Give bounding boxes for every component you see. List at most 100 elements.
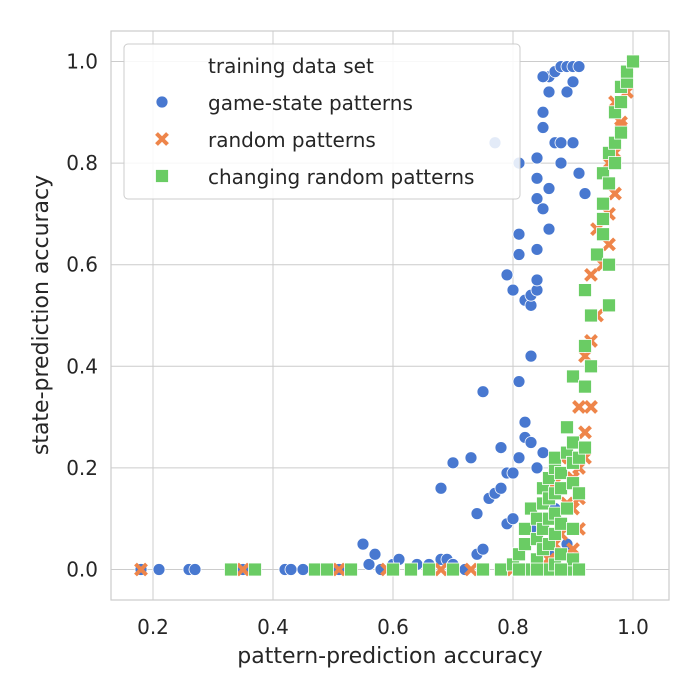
data-point <box>554 466 568 480</box>
legend-entry-label: random patterns <box>208 128 376 152</box>
x-tick-label: 0.8 <box>497 615 529 639</box>
data-point <box>530 461 544 475</box>
data-point <box>572 400 586 414</box>
data-point <box>332 562 346 577</box>
data-point <box>554 481 568 496</box>
y-tick-label: 1.0 <box>66 49 98 73</box>
data-point <box>554 136 568 150</box>
data-point <box>578 425 592 440</box>
data-point <box>236 562 250 577</box>
y-tick-label: 0.0 <box>66 558 98 582</box>
data-point <box>464 562 478 577</box>
data-point <box>578 379 592 394</box>
data-point <box>284 563 298 576</box>
data-point <box>512 451 526 465</box>
data-point <box>548 450 562 465</box>
data-point <box>356 537 370 551</box>
data-point <box>584 359 598 374</box>
data-point <box>578 339 592 353</box>
data-point <box>434 481 448 495</box>
legend-entry-label: game-state patterns <box>208 91 413 115</box>
y-tick-label: 0.8 <box>66 151 98 175</box>
data-point <box>500 268 514 282</box>
data-point <box>506 283 520 297</box>
y-tick-label: 0.4 <box>66 354 98 378</box>
data-point <box>470 507 484 521</box>
data-point <box>572 562 586 577</box>
data-point <box>446 456 460 470</box>
y-tick-label: 0.6 <box>66 253 98 277</box>
data-point <box>578 187 592 200</box>
data-point <box>494 481 508 495</box>
legend-marker <box>155 95 169 109</box>
data-point <box>584 267 598 282</box>
data-point <box>542 222 556 236</box>
data-point <box>536 446 550 460</box>
data-point <box>224 562 238 577</box>
data-point <box>320 562 334 577</box>
legend-marker <box>155 132 169 146</box>
data-point <box>602 176 616 191</box>
data-point <box>344 562 358 577</box>
data-point <box>464 451 478 465</box>
data-point <box>584 400 598 414</box>
data-point <box>614 125 628 140</box>
data-point <box>524 436 538 449</box>
data-point <box>308 562 322 577</box>
data-point <box>134 562 148 577</box>
data-point <box>542 85 556 99</box>
data-point <box>518 537 532 552</box>
y-axis-label: state-prediction accuracy <box>29 175 54 455</box>
legend: training data set game-state patterns ran… <box>123 43 521 200</box>
data-point <box>530 562 544 577</box>
legend-title: training data set <box>208 54 374 78</box>
data-point <box>572 166 586 180</box>
data-point <box>596 196 610 211</box>
data-point <box>602 298 616 313</box>
data-point <box>560 85 574 99</box>
data-point <box>554 562 568 577</box>
data-point <box>572 486 586 501</box>
data-point <box>578 440 592 455</box>
data-point <box>530 273 544 287</box>
data-point <box>188 563 202 576</box>
data-point <box>524 349 538 363</box>
data-point <box>296 563 310 576</box>
data-point <box>536 70 550 84</box>
data-point <box>476 542 490 556</box>
data-point <box>518 521 532 536</box>
data-point <box>248 562 262 577</box>
data-point <box>536 105 550 119</box>
data-point <box>446 562 460 577</box>
data-point <box>554 516 568 531</box>
y-tick-label: 0.2 <box>66 456 98 480</box>
data-point <box>506 512 520 526</box>
data-point <box>494 441 508 454</box>
data-point <box>512 562 526 577</box>
data-point <box>554 156 568 170</box>
data-point <box>566 136 580 150</box>
data-point <box>602 257 616 272</box>
x-tick-label: 0.2 <box>137 615 169 639</box>
x-tick-label: 0.4 <box>257 615 289 639</box>
data-point <box>626 54 640 69</box>
legend-entries: game-state patterns random patterns changi… <box>155 91 474 189</box>
data-point <box>536 202 550 216</box>
data-point <box>536 121 550 134</box>
data-point <box>434 562 448 577</box>
data-point <box>560 420 574 435</box>
data-point <box>530 243 544 256</box>
plot-frame <box>110 30 670 601</box>
data-point <box>608 156 622 170</box>
data-point <box>404 562 418 577</box>
series-changing-random-patterns <box>224 54 640 577</box>
data-point <box>554 547 568 562</box>
data-point <box>578 283 592 297</box>
data-point <box>596 227 610 242</box>
legend-box <box>123 43 521 200</box>
data-point <box>512 375 526 388</box>
data-point <box>476 562 490 577</box>
data-point <box>512 248 526 261</box>
data-point <box>566 369 580 384</box>
